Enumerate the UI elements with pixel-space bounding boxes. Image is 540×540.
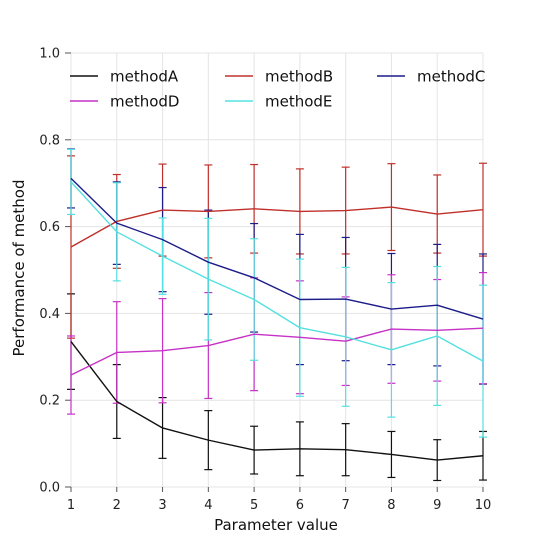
x-tick-label: 6 bbox=[296, 498, 304, 513]
x-tick-label: 3 bbox=[158, 498, 166, 513]
x-tick-label: 10 bbox=[475, 498, 492, 513]
legend-label: methodB bbox=[265, 68, 333, 86]
y-tick-label: 0.6 bbox=[39, 220, 60, 235]
series-line-methodA bbox=[70, 341, 484, 461]
legend-label: methodC bbox=[417, 68, 485, 86]
series-line-methodB bbox=[70, 206, 484, 248]
series-line-methodC bbox=[70, 177, 484, 320]
series-lines bbox=[70, 177, 484, 461]
x-tick-label: 5 bbox=[250, 498, 258, 513]
x-tick-label: 1 bbox=[67, 498, 75, 513]
x-axis-label: Parameter value bbox=[214, 516, 338, 534]
x-tick-label: 8 bbox=[387, 498, 395, 513]
y-tick-label: 0.0 bbox=[39, 481, 60, 496]
axes: 1 2 3 4 5 6 7 8 9 10 0.0 0.2 0.4 0.6 0.8 1.0 bbox=[39, 47, 491, 514]
legend-label: methodA bbox=[110, 68, 179, 86]
x-tick-label: 7 bbox=[342, 498, 350, 513]
grid bbox=[70, 52, 484, 488]
y-axis-label: Performance of method bbox=[10, 180, 28, 357]
series-line-methodD bbox=[70, 327, 484, 376]
legend-label: methodE bbox=[265, 93, 332, 111]
x-tick-label: 4 bbox=[204, 498, 212, 513]
y-tick-label: 0.2 bbox=[39, 394, 60, 409]
x-tick-label: 9 bbox=[433, 498, 441, 513]
error-bars bbox=[67, 148, 487, 482]
y-tick-label: 0.8 bbox=[39, 133, 60, 148]
legend-label: methodD bbox=[110, 93, 179, 111]
legend: methodA methodB methodC methodD methodE bbox=[70, 68, 485, 111]
y-tick-label: 0.4 bbox=[39, 307, 60, 322]
series-line-methodE bbox=[70, 181, 484, 362]
x-tick-label: 2 bbox=[113, 498, 121, 513]
y-tick-label: 1.0 bbox=[39, 47, 60, 62]
